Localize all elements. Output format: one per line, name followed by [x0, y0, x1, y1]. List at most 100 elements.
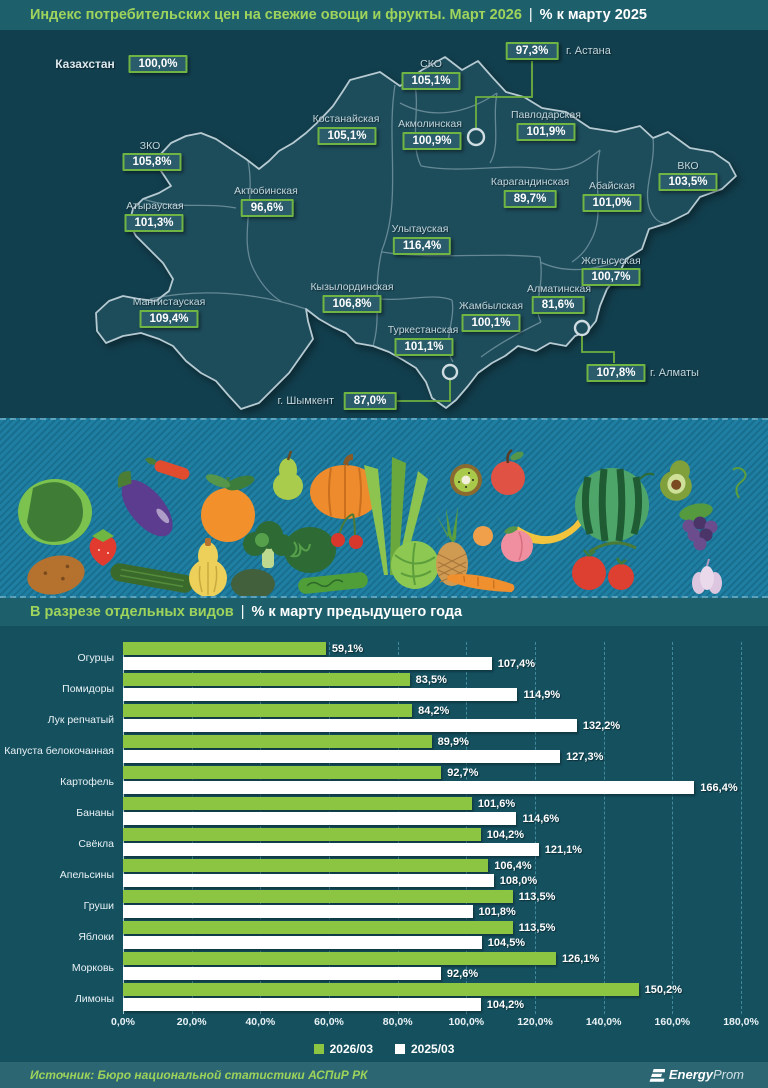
gridline — [672, 642, 674, 1014]
bar-2026/03: 84,2% — [123, 704, 449, 717]
category-label: Груши — [83, 899, 114, 912]
bar-2026/03: 104,2% — [123, 828, 524, 841]
bar-2026/03: 113,5% — [123, 890, 555, 903]
region-value-box: 100,9% — [402, 132, 462, 150]
region-value-box: 100,0% — [128, 55, 188, 73]
region-name: Кызылординская — [310, 281, 394, 293]
astana-marker — [466, 127, 486, 147]
produce-illustration-band — [0, 418, 768, 598]
bar-value-label: 113,5% — [518, 921, 556, 934]
region-value-box: 101,9% — [516, 123, 576, 141]
bar-2025/03: 132,2% — [123, 719, 620, 732]
energyprom-logo-icon — [649, 1068, 665, 1082]
x-tick-label: 40,0% — [245, 1016, 276, 1028]
bar-value-label: 114,9% — [523, 688, 561, 701]
bar-2026/03: 113,5% — [123, 921, 555, 934]
region-name: Улытауская — [391, 223, 449, 235]
bar-value-label: 127,3% — [566, 750, 604, 763]
region-value-box: 100,7% — [581, 268, 641, 286]
bar-value-label: 83,5% — [415, 673, 447, 686]
bar-chart-section: Огурцы Помидоры Лук репчатый Капуста белоко… — [0, 626, 768, 1062]
section2-divider: | — [240, 604, 245, 620]
x-tick-label: 0,0% — [111, 1016, 135, 1028]
bar-2026/03: 106,4% — [123, 859, 532, 872]
kale-illustration — [284, 527, 336, 573]
category-label: Яблоки — [78, 930, 114, 943]
region-name: Жетысуская — [581, 255, 641, 267]
bar-pair-row: 113,5% 101,8% — [123, 890, 741, 921]
bar-value-label: 89,9% — [437, 735, 469, 748]
bar-2025/03: 166,4% — [123, 781, 738, 794]
category-label: Помидоры — [62, 682, 114, 695]
kazakhstan-outline — [95, 56, 737, 410]
bar-pair-row: 92,7% 166,4% — [123, 766, 741, 797]
potato-illustration — [27, 555, 85, 595]
gridline — [603, 642, 605, 1014]
bar-2025/03: 104,5% — [123, 936, 525, 949]
gridline — [741, 642, 742, 1014]
bar-2025/03: 107,4% — [123, 657, 535, 670]
x-tick-label: 80,0% — [382, 1016, 413, 1028]
strawberry-illustration — [89, 529, 117, 566]
x-tick-label: 140,0% — [585, 1016, 622, 1028]
bar-chart: Огурцы Помидоры Лук репчатый Капуста белоко… — [4, 642, 742, 1014]
bar-value-label: 108,0% — [499, 874, 538, 887]
bar-2026/03: 101,6% — [123, 797, 515, 810]
region-value-box: 109,4% — [139, 310, 199, 328]
city-name: г. Алматы — [650, 367, 699, 379]
garlic-illustration — [692, 558, 722, 594]
bar-value-label: 121,1% — [544, 843, 583, 856]
region-name: Карагандинская — [490, 176, 570, 188]
section2-header: В разрезе отдельных видов | % к марту пр… — [0, 598, 768, 626]
section2-title-accent: В разрезе отдельных видов — [30, 604, 234, 620]
bar-value-label: 166,4% — [700, 781, 738, 794]
x-tick-label: 180,0% — [723, 1016, 759, 1028]
bar-value-label: 114,6% — [522, 812, 560, 825]
region-value-box: 100,1% — [461, 314, 521, 332]
eggplant-illustration — [117, 471, 173, 537]
dark-tuber-illustration — [231, 569, 275, 596]
region-value-box: 105,8% — [122, 153, 182, 171]
bar-value-label: 113,5% — [518, 890, 556, 903]
astana-connector-line — [475, 61, 533, 129]
kiwi-illustration — [450, 464, 482, 496]
region-name: СКО — [420, 58, 442, 70]
bar-pair-row: 126,1% 92,6% — [123, 952, 741, 983]
bar-2025/03: 114,6% — [123, 812, 559, 825]
gridline — [535, 642, 536, 1014]
x-tick-label: 100,0% — [448, 1016, 485, 1028]
legend-swatch — [395, 1044, 405, 1054]
region-value-box: 101,1% — [394, 338, 454, 356]
bar-value-label: 101,6% — [477, 797, 516, 810]
kazakhstan-map-section: Казахстан 100,0% СКО 105,1% Акмолинская 100,9… — [0, 30, 768, 418]
chili-illustration — [145, 457, 190, 480]
x-tick-label: 120,0% — [517, 1016, 553, 1028]
pumpkin-illustration — [310, 454, 380, 519]
region-value-box: 81,6% — [531, 296, 585, 314]
region-value-box: 96,6% — [240, 199, 294, 217]
category-label: Лук репчатый — [47, 713, 114, 726]
tomatoes-illustration — [572, 541, 637, 590]
region-name: Мангистауская — [132, 296, 206, 308]
region-name: Алматинская — [526, 283, 592, 295]
x-tick-label: 160,0% — [654, 1016, 691, 1028]
almaty-marker — [573, 319, 591, 337]
region-value-box: 89,7% — [503, 190, 557, 208]
chart-category-labels: Огурцы Помидоры Лук репчатый Капуста белоко… — [4, 642, 123, 1014]
orange-illustration — [201, 474, 255, 542]
zucchini-illustration — [110, 563, 194, 593]
bar-2025/03: 104,2% — [123, 998, 524, 1011]
bar-2025/03: 127,3% — [123, 750, 603, 763]
city-connectors — [397, 61, 615, 402]
avocado-illustration — [659, 460, 692, 501]
city-markers — [441, 127, 591, 381]
region-name: Павлодарская — [511, 109, 581, 121]
chart-plot-area: 59,1% 107,4% 83,5% 114,9% 84,2% 132,2% 89,9% 12… — [123, 642, 742, 1014]
legend-item: 2026/03 — [313, 1042, 373, 1056]
legend-item: 2025/03 — [395, 1042, 454, 1056]
bar-pair-row: 83,5% 114,9% — [123, 673, 741, 704]
category-label: Картофель — [60, 775, 114, 788]
peach-illustration — [501, 526, 533, 562]
footer: Источник: Бюро национальной статистики А… — [0, 1062, 768, 1088]
main-header: Индекс потребительских цен на свежие ово… — [0, 0, 768, 30]
